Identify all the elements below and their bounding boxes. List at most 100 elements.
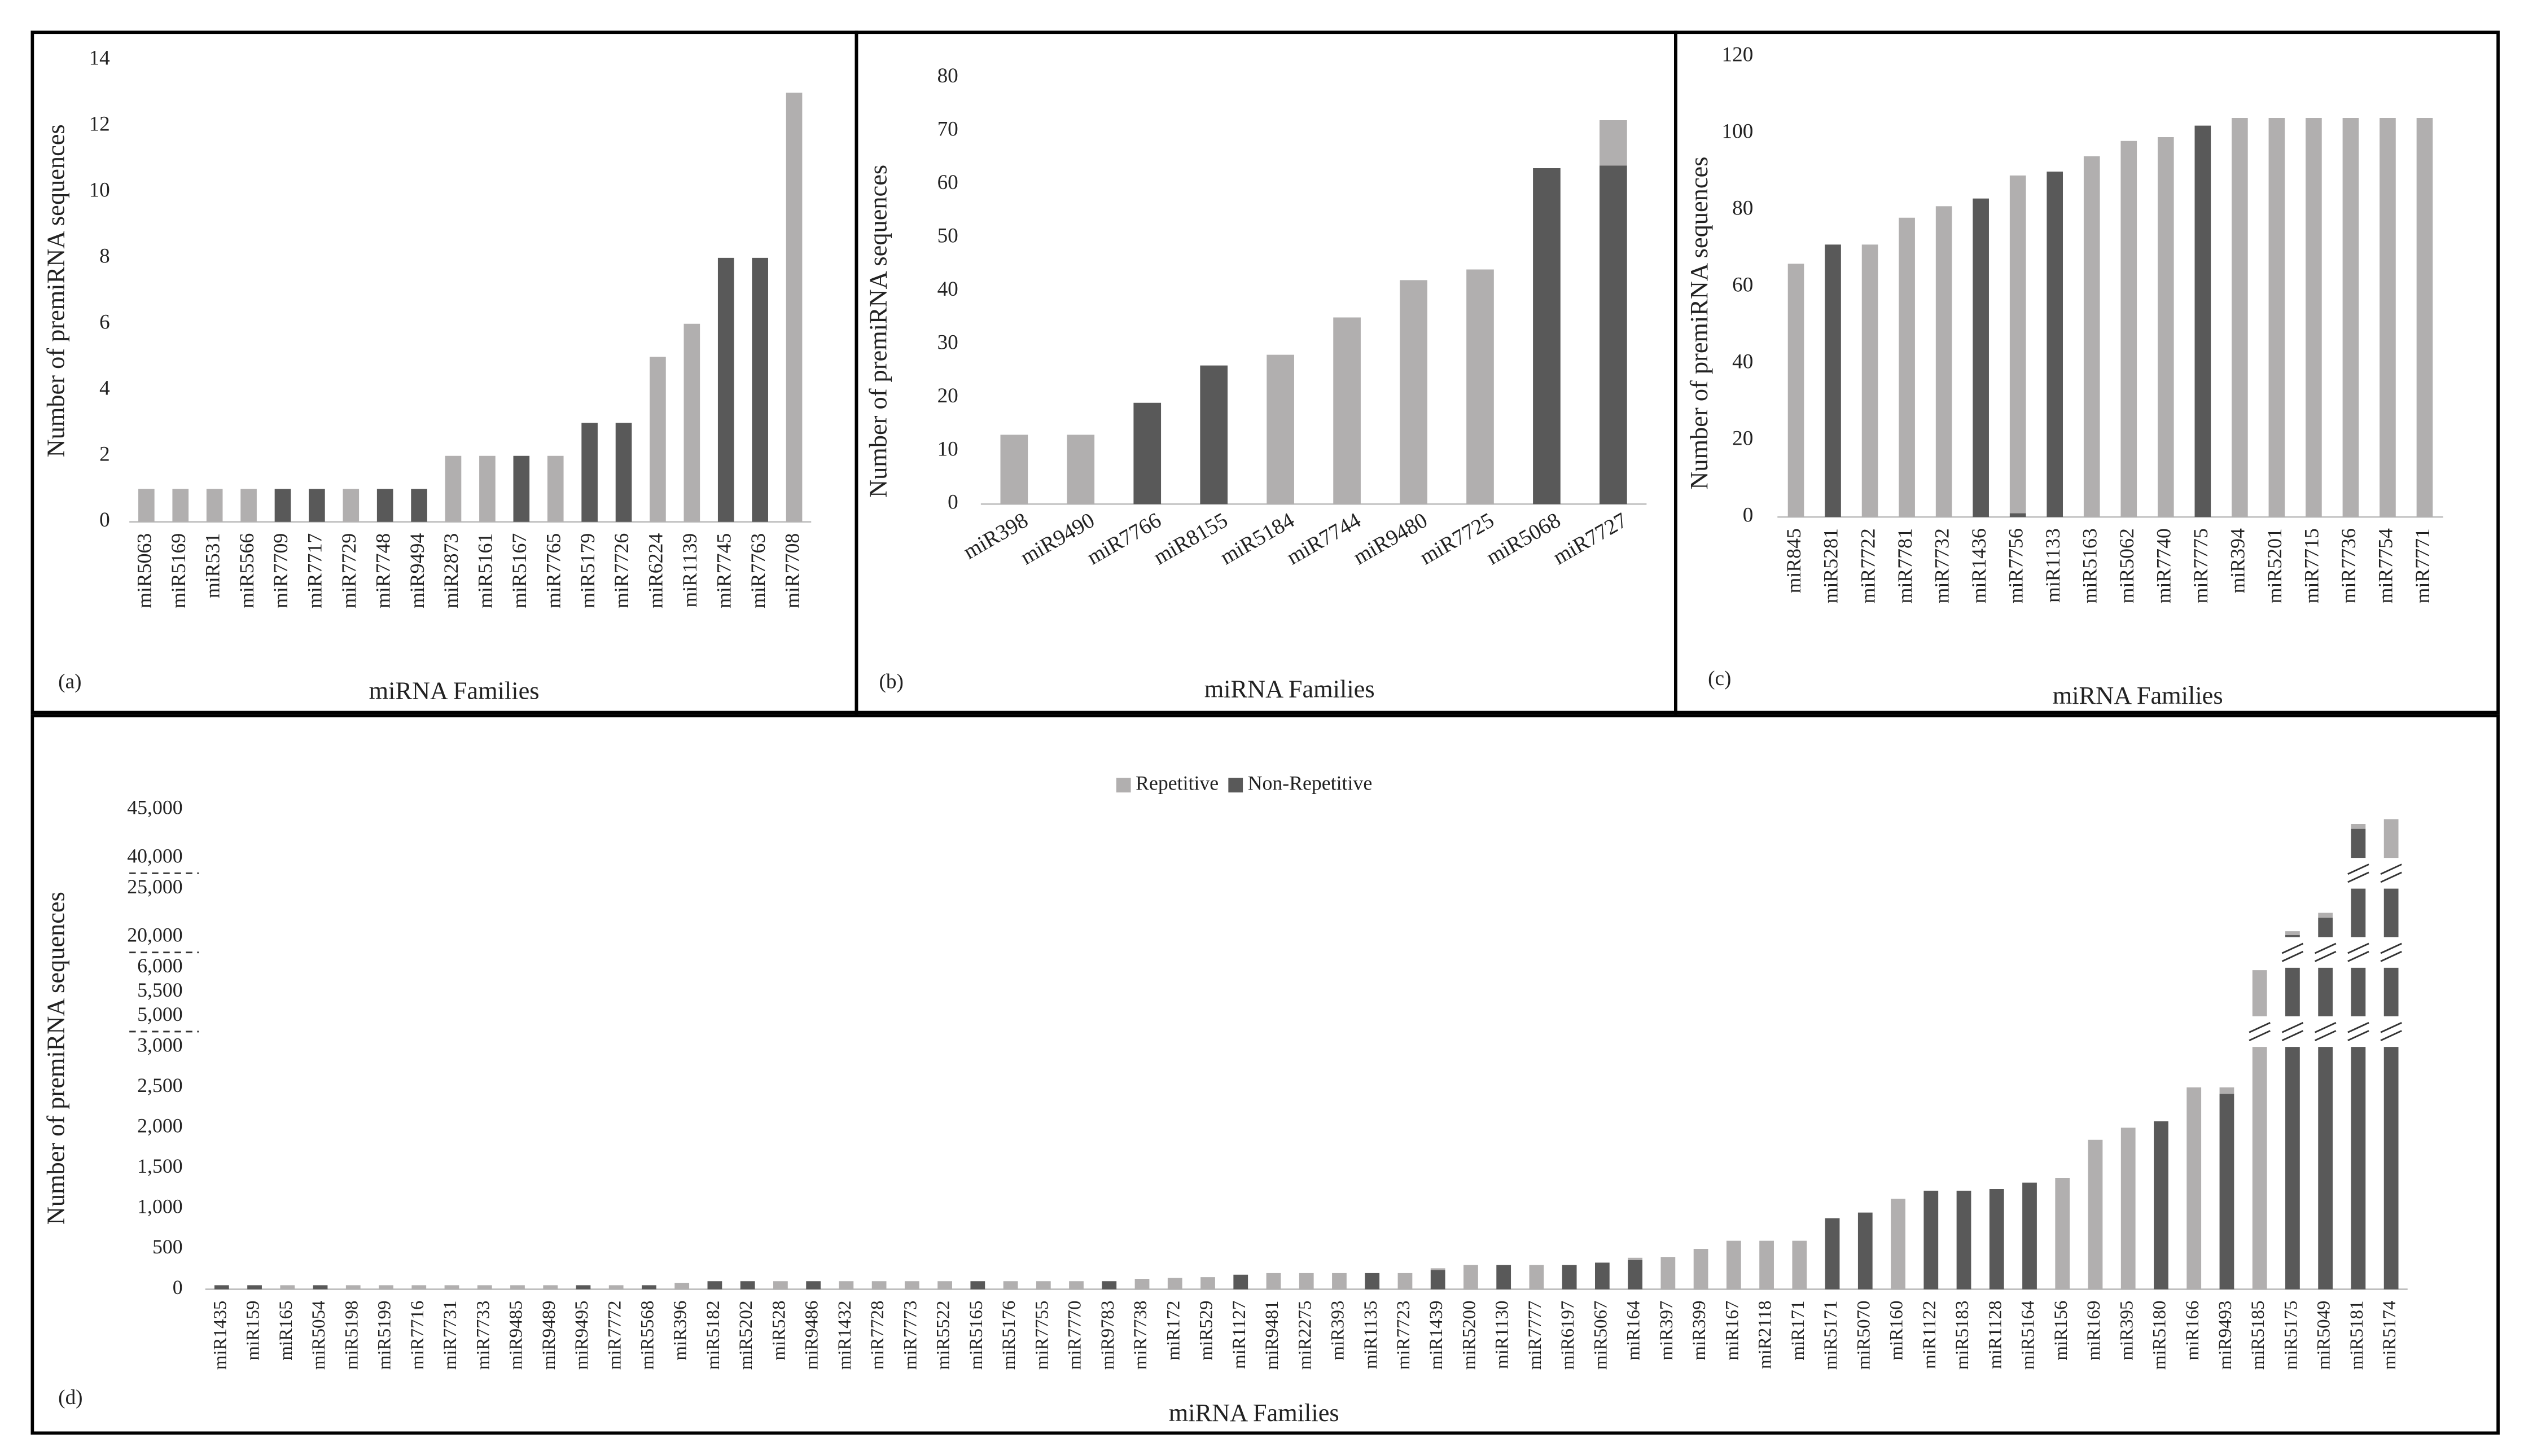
y-tick-label: 2	[99, 442, 110, 466]
break-slash	[2347, 950, 2369, 962]
x-axis-title: miRNA Families	[369, 676, 540, 704]
x-tick-label: miR5171	[1821, 1301, 1841, 1370]
y-tick-label: 2,000	[137, 1114, 182, 1137]
break-slash	[2347, 871, 2369, 883]
bar	[970, 1281, 985, 1290]
bar	[581, 423, 598, 522]
y-tick-label: 60	[1732, 274, 1753, 297]
y-tick-label: 500	[152, 1235, 183, 1258]
x-tick-label: miR5169	[167, 533, 190, 608]
x-tick-label: miR5174	[2380, 1301, 2400, 1370]
bar	[445, 455, 462, 522]
x-tick-label: miR171	[1788, 1301, 1808, 1361]
x-tick-label: miR1436	[1968, 528, 1990, 603]
x-tick-label: miR5179	[576, 533, 599, 608]
x-tick-label: miR2275	[1295, 1301, 1315, 1370]
x-tick-label: miR5164	[2018, 1301, 2039, 1370]
bar	[773, 1281, 788, 1290]
x-tick-label: miR6197	[1558, 1301, 1578, 1370]
x-tick-label: miR7731	[440, 1301, 461, 1370]
bar	[247, 1285, 262, 1290]
x-tick-label: miR7726	[610, 533, 633, 608]
bar	[2022, 1182, 2037, 1290]
x-tick-label: miR399	[1689, 1301, 1710, 1361]
bar	[1430, 1268, 1445, 1270]
y-axis-title: Number of premiRNA sequences	[864, 165, 892, 498]
legend-swatch	[1116, 778, 1131, 793]
break-slash	[2380, 863, 2402, 875]
x-tick-label: miR7708	[781, 533, 803, 608]
y-tick-label: 20	[1732, 427, 1753, 450]
x-tick-label: miR9495	[572, 1301, 592, 1370]
y-tick-label: 1,000	[137, 1195, 182, 1218]
bar	[510, 1285, 525, 1290]
x-tick-label: miR2873	[440, 533, 462, 608]
bar	[411, 1285, 427, 1290]
bar	[2055, 1178, 2070, 1290]
y-tick-label: 40	[1732, 350, 1753, 374]
x-tick-label: miR172	[1163, 1301, 1184, 1361]
x-tick-label: miR5070	[1853, 1301, 1874, 1370]
bar	[615, 423, 632, 522]
bar	[2268, 117, 2285, 518]
bar	[444, 1285, 459, 1290]
x-tick-label: miR5165	[966, 1301, 987, 1370]
bar	[1628, 1260, 1643, 1290]
bar	[1660, 1257, 1676, 1290]
x-tick-label: miR9494	[406, 533, 428, 608]
bar	[1600, 120, 1627, 166]
bar	[479, 455, 496, 522]
bar	[1266, 1273, 1281, 1290]
bar	[206, 489, 223, 522]
bar	[274, 489, 291, 522]
x-tick-label: miR1122	[1920, 1301, 1940, 1369]
bar	[2157, 137, 2174, 518]
x-tick-label: miR9493	[2215, 1301, 2236, 1370]
bar	[1935, 206, 1952, 518]
break-slash	[2281, 1021, 2304, 1033]
y-tick-label: 80	[937, 64, 958, 87]
bar	[1332, 1273, 1347, 1290]
x-tick-label: miR9783	[1098, 1301, 1118, 1370]
x-tick-label: miR5202	[736, 1301, 756, 1370]
x-tick-label: miR7777	[1525, 1301, 1545, 1370]
x-tick-label: miR7754	[2374, 528, 2397, 603]
bar	[2120, 141, 2137, 518]
y-tick-label: 40	[937, 278, 958, 301]
panel-label: (b)	[879, 670, 904, 694]
bar	[871, 1281, 887, 1290]
bar	[513, 455, 530, 522]
x-tick-label: miR7716	[407, 1301, 428, 1370]
x-tick-label: miR7729	[338, 533, 360, 608]
x-tick-label: miR7738	[1130, 1301, 1151, 1370]
bar	[1036, 1281, 1051, 1290]
bar	[1861, 244, 1878, 518]
bar	[2009, 175, 2026, 514]
x-tick-label: miR5181	[2347, 1301, 2367, 1370]
x-tick-label: miR7728	[867, 1301, 888, 1370]
bar	[2194, 125, 2211, 518]
x-tick-label: miR395	[2117, 1301, 2137, 1361]
bar	[1857, 1212, 1873, 1290]
bar	[477, 1285, 492, 1290]
x-tick-label: miR1127	[1229, 1301, 1250, 1369]
bar	[904, 1281, 919, 1290]
x-tick-label: miR529	[1197, 1301, 1217, 1361]
y-axis-title: Number of premiRNA sequences	[1685, 157, 1713, 490]
bar	[1923, 1190, 1939, 1290]
y-axis-title: Number of premiRNA sequences	[41, 892, 69, 1225]
bar	[2232, 117, 2248, 518]
bar	[1167, 1278, 1182, 1290]
bar	[839, 1281, 854, 1290]
y-tick-label: 60	[937, 171, 958, 194]
legend-label: Repetitive	[1136, 772, 1219, 795]
x-tick-label: miR167	[1722, 1301, 1742, 1361]
bar	[1628, 1257, 1643, 1261]
y-tick-label: 120	[1721, 43, 1753, 67]
bar	[1400, 280, 1427, 505]
bar	[1003, 1281, 1018, 1290]
bar	[1973, 198, 1989, 518]
bar	[343, 489, 360, 522]
bar	[240, 489, 257, 522]
